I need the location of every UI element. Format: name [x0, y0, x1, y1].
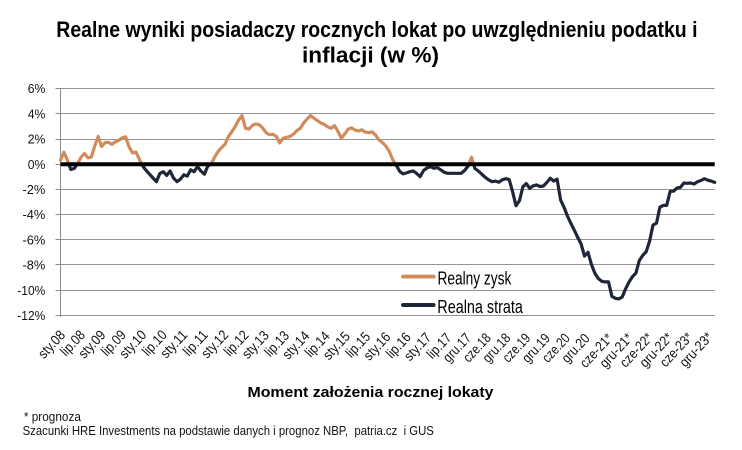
svg-text:-6%: -6% — [23, 232, 46, 247]
svg-text:-2%: -2% — [23, 182, 46, 197]
svg-text:Szacunki HRE Investments na po: Szacunki HRE Investments na podstawie da… — [23, 423, 435, 438]
svg-text:Moment założenia rocznej lokat: Moment założenia rocznej lokaty — [248, 384, 495, 401]
svg-text:4%: 4% — [28, 106, 46, 121]
svg-text:* prognoza: * prognoza — [24, 409, 82, 424]
svg-text:-4%: -4% — [23, 207, 46, 222]
svg-text:Realne wyniki posiadaczy roczn: Realne wyniki posiadaczy rocznych lokat … — [56, 17, 697, 42]
svg-text:6%: 6% — [28, 81, 46, 96]
svg-text:-10%: -10% — [17, 283, 45, 298]
svg-text:0%: 0% — [28, 157, 46, 172]
svg-text:-8%: -8% — [23, 258, 46, 273]
svg-text:inflacji (w %): inflacji (w %) — [302, 42, 439, 67]
svg-text:2%: 2% — [28, 132, 46, 147]
svg-text:Realny zysk: Realny zysk — [438, 267, 512, 288]
svg-text:Realna strata: Realna strata — [437, 296, 523, 317]
svg-text:-12%: -12% — [17, 308, 45, 323]
